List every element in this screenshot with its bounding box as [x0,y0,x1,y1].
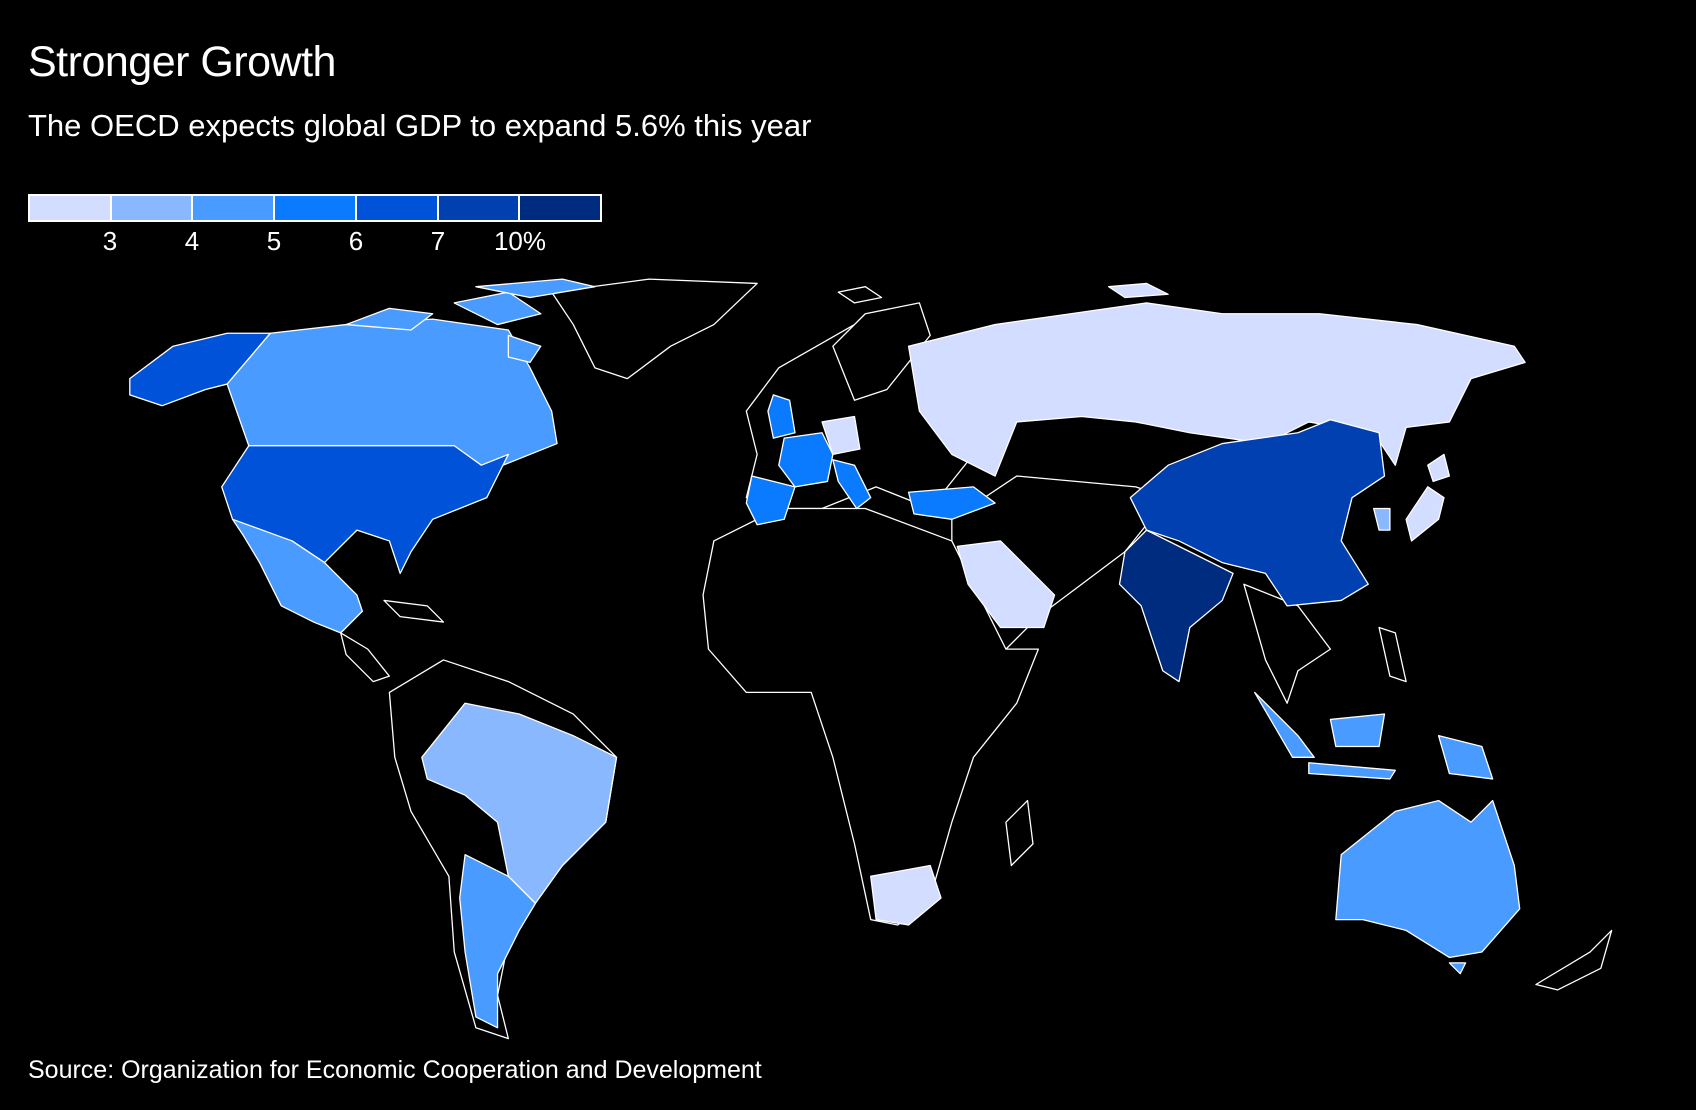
region-china [1129,419,1386,607]
legend-swatch [520,196,601,220]
region-mexico [231,518,363,634]
region-uk [767,394,796,439]
region-argentina [459,854,537,1029]
legend-label: 7 [430,226,446,256]
madagascar [1005,799,1034,867]
region-indonesia [1437,735,1494,780]
chart-subtitle: The OECD expects global GDP to expand 5.… [28,108,812,143]
region-indonesia [1254,691,1315,758]
region-australia [1335,799,1521,959]
greenland [550,278,758,380]
central-america [340,632,391,683]
legend-labels: 3 4 5 6 7 10% [28,222,602,256]
svalbard [837,286,883,304]
region-italy [832,459,872,510]
legend-swatch [111,196,194,220]
region-japan [1405,486,1445,542]
source-note: Source: Organization for Economic Cooper… [28,1056,762,1084]
legend-label: 5 [266,226,282,256]
region-russia [1108,282,1169,299]
region-turkey [907,486,996,520]
region-japan [1427,453,1451,483]
legend-swatch [438,196,521,220]
southeast-asia [1243,583,1332,704]
legend-label: 10% [493,226,547,256]
region-spain [745,475,796,526]
color-legend: 3 4 5 6 7 10% [28,194,602,256]
legend-swatch [356,196,439,220]
region-canada-arctic [345,307,434,331]
new-zealand [1535,929,1613,991]
region-australia [1448,962,1467,975]
legend-label: 4 [184,226,200,256]
scandinavia [832,302,931,401]
legend-swatch [30,196,112,220]
region-canada-arctic [453,291,542,326]
region-canada-arctic [507,334,542,364]
region-canada-arctic [475,278,596,299]
legend-color-bar [28,194,602,222]
philippines [1378,626,1407,683]
region-indonesia [1329,713,1386,748]
legend-label: 6 [348,226,364,256]
region-indonesia [1308,762,1396,780]
chart-title: Stronger Growth [28,38,336,86]
region-south-africa [870,864,942,926]
region-france [778,432,834,488]
caribbean [383,599,445,623]
region-india [1118,529,1234,683]
region-south-korea [1373,507,1391,531]
legend-swatch [193,196,276,220]
region-saudi-arabia [956,540,1056,629]
region-brazil [421,702,618,905]
legend-swatch [275,196,357,220]
region-russia [907,302,1526,477]
legend-label: 3 [102,226,118,256]
region-germany [821,415,861,456]
